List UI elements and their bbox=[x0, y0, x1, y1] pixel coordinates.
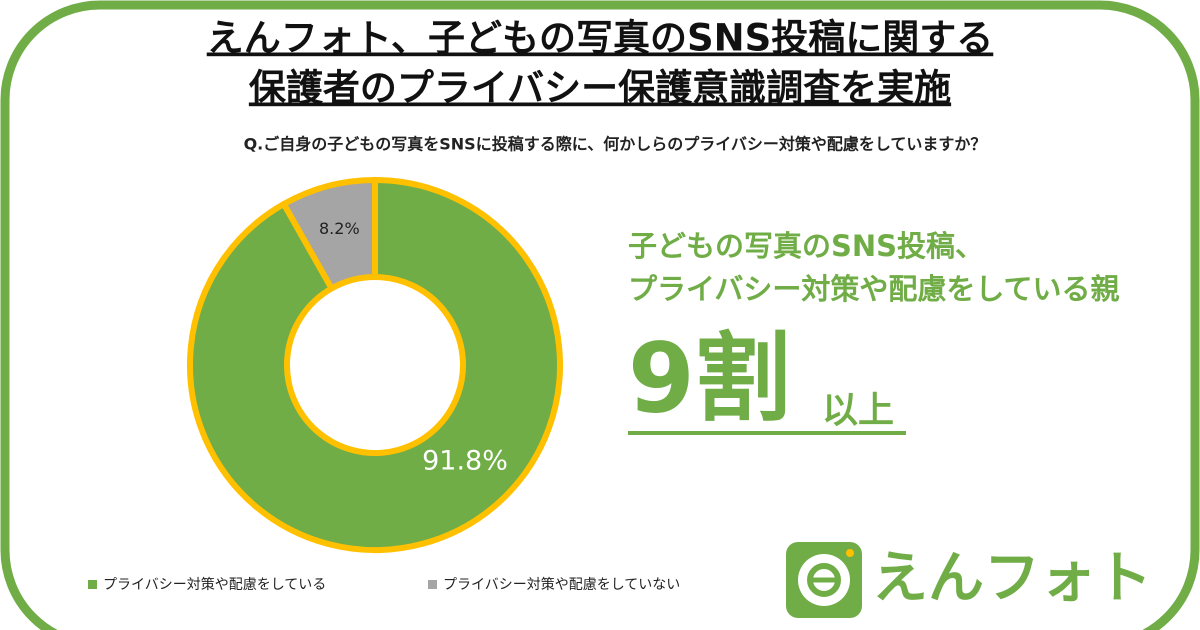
question: Q.ご自身の子どもの写真をSNSに投稿する際に、何かしらのプライバシー対策や配慮… bbox=[244, 135, 987, 154]
slice bbox=[187, 177, 563, 553]
value-label: 91.8% bbox=[422, 446, 508, 477]
legend-label: プライバシー対策や配慮をしていない bbox=[443, 576, 680, 593]
legend-swatch bbox=[428, 580, 437, 589]
legend: プライバシー対策や配慮をしている プライバシー対策や配慮をしていない bbox=[88, 576, 680, 593]
legend-swatch bbox=[88, 580, 97, 589]
title-line: 保護者のプライバシー保護意識調査を実施 bbox=[249, 67, 951, 110]
logo-icon bbox=[786, 542, 862, 618]
callout-big: 9割 bbox=[628, 322, 791, 434]
slice bbox=[280, 177, 378, 292]
value-label: 8.2% bbox=[319, 219, 360, 238]
title-line: えんフォト、子どもの写真のSNS投稿に関する bbox=[207, 17, 994, 60]
callout-line: 子どもの写真のSNS投稿、 bbox=[628, 229, 984, 263]
legend-label: プライバシー対策や配慮をしている bbox=[103, 576, 326, 593]
donut-chart: 91.8% 8.2% bbox=[187, 177, 563, 553]
callout-suffix: 以上 bbox=[822, 390, 894, 431]
brand: えんフォト bbox=[872, 546, 1152, 611]
callout-line: プライバシー対策や配慮をしている親 bbox=[628, 272, 1120, 306]
